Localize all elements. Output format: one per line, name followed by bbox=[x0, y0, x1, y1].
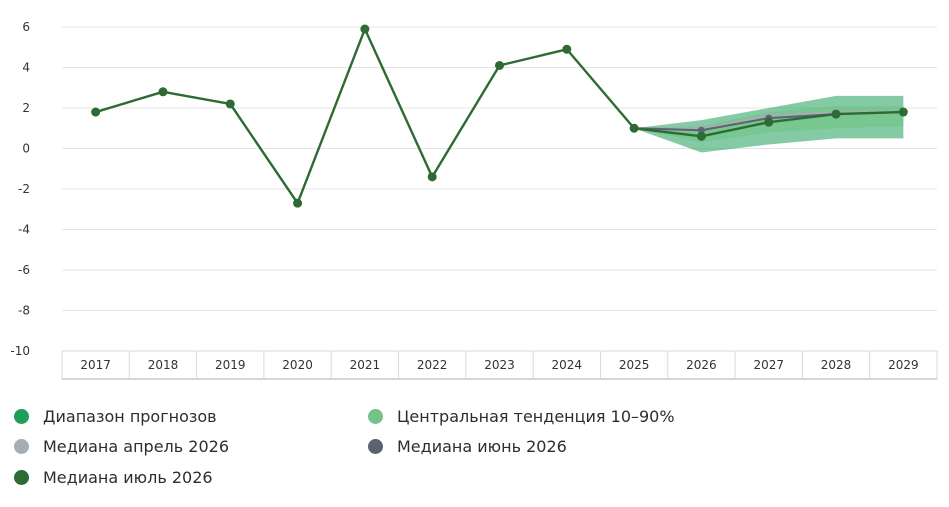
legend-swatch-forecast-range bbox=[14, 409, 29, 424]
legend-item-median-june: Медиана июнь 2026 bbox=[368, 437, 567, 456]
legend-swatch-median-june bbox=[368, 439, 383, 454]
legend-label-median-june: Медиана июнь 2026 bbox=[397, 437, 567, 456]
legend-label-median-april: Медиана апрель 2026 bbox=[43, 437, 229, 456]
y-tick-label: -6 bbox=[18, 263, 30, 277]
y-tick-label: 4 bbox=[22, 61, 30, 75]
x-tick-label: 2025 bbox=[619, 358, 650, 372]
x-tick-label: 2022 bbox=[417, 358, 448, 372]
chart-legend: Диапазон прогнозов Центральная тенденция… bbox=[0, 398, 949, 503]
series-point-median-july bbox=[495, 60, 504, 70]
x-tick-label: 2019 bbox=[215, 358, 246, 372]
y-tick-label: -2 bbox=[18, 182, 30, 196]
x-tick-label: 2029 bbox=[888, 358, 919, 372]
y-tick-label: 2 bbox=[22, 101, 30, 115]
line-chart: 6 4 2 0 -2 -4 -6 -8 -10 2017 2018 2019 2020 2021 2022 2… bbox=[10, 20, 938, 380]
series-point-median-july bbox=[562, 44, 572, 54]
series-point-median-july bbox=[293, 198, 303, 208]
series-point-median-june bbox=[697, 126, 705, 134]
x-tick-label: 2028 bbox=[821, 358, 852, 372]
x-tick-label: 2021 bbox=[350, 358, 381, 372]
series-point-median-july bbox=[831, 109, 841, 119]
legend-item-median-april: Медиана апрель 2026 bbox=[14, 437, 229, 456]
y-tick-label: -8 bbox=[18, 304, 30, 318]
series-point-median-july bbox=[225, 99, 235, 109]
x-axis-band bbox=[61, 350, 938, 380]
legend-item-central-tendency: Центральная тенденция 10–90% bbox=[368, 407, 675, 426]
series-point-median-july bbox=[696, 131, 706, 141]
legend-label-forecast-range: Диапазон прогнозов bbox=[43, 407, 217, 426]
y-tick-label: 0 bbox=[22, 142, 30, 156]
y-tick-label: -10 bbox=[10, 344, 30, 358]
series-point-median-july bbox=[91, 107, 101, 117]
x-tick-label: 2027 bbox=[753, 358, 784, 372]
x-tick-label: 2018 bbox=[148, 358, 179, 372]
series-point-median-july bbox=[158, 87, 168, 97]
legend-swatch-median-april bbox=[14, 439, 29, 454]
legend-swatch-central-tendency bbox=[368, 409, 383, 424]
y-tick-label: -4 bbox=[18, 223, 30, 237]
x-tick-label: 2020 bbox=[282, 358, 313, 372]
series-point-median-july bbox=[764, 117, 774, 127]
series-point-median-july bbox=[427, 172, 437, 182]
legend-item-forecast-range: Диапазон прогнозов bbox=[14, 407, 217, 426]
x-tick-label: 2026 bbox=[686, 358, 717, 372]
series-point-median-july bbox=[629, 123, 639, 133]
x-tick-label: 2017 bbox=[80, 358, 111, 372]
y-tick-label: 6 bbox=[22, 20, 30, 34]
legend-label-median-july: Медиана июль 2026 bbox=[43, 468, 213, 487]
legend-label-central-tendency: Центральная тенденция 10–90% bbox=[397, 407, 675, 426]
legend-item-median-july: Медиана июль 2026 bbox=[14, 468, 213, 487]
series-point-median-july bbox=[898, 107, 908, 117]
x-tick-label: 2023 bbox=[484, 358, 515, 372]
x-tick-label: 2024 bbox=[552, 358, 583, 372]
series-point-median-july bbox=[360, 24, 370, 34]
legend-swatch-median-july bbox=[14, 470, 29, 485]
